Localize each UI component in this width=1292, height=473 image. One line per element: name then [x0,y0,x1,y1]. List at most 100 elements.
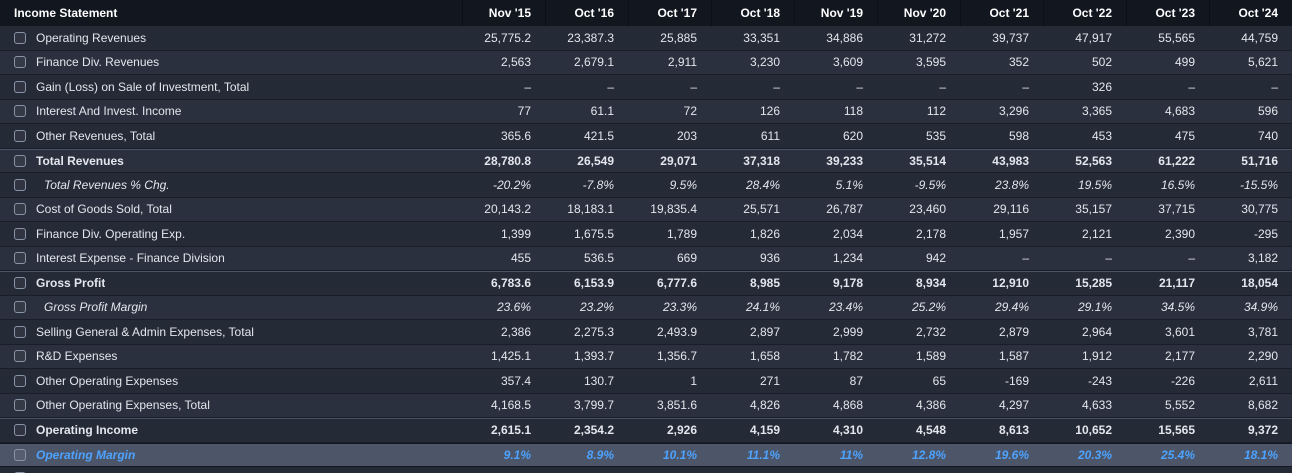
column-header[interactable]: Oct '24 [1209,0,1292,26]
value-cell: 4,633 [1081,398,1112,413]
value-cell: 2,999 [832,324,863,339]
row-checkbox[interactable] [14,424,26,437]
column-header[interactable]: Oct '23 [1126,0,1209,26]
value-cell: -295 [1253,226,1278,241]
value-cell: 1 [690,373,697,388]
row-label: Total Revenues % Chg. [44,177,170,192]
table-row[interactable]: Interest Expense - Finance Division 455 53… [0,246,1292,271]
row-checkbox[interactable] [14,301,26,314]
table-row[interactable]: Selling General & Admin Expenses, Total 2… [0,320,1292,345]
value-cell: 51,716 [1241,153,1278,168]
value-cell: 4,386 [915,398,946,413]
table-row[interactable]: Gross Profit Margin 23.6% 23.2% 23.3% 24.1% 2… [0,295,1292,320]
column-header[interactable]: Oct '18 [711,0,794,26]
value-cell: 2,177 [1164,349,1195,364]
column-header[interactable]: Nov '20 [877,0,960,26]
row-checkbox[interactable] [14,350,26,363]
row-checkbox[interactable] [14,154,26,167]
table-row[interactable]: R&D Expenses 1,425.1 1,393.7 1,356.7 1,658 1,… [0,344,1292,369]
row-checkbox[interactable] [14,374,26,387]
value-cell: -226 [1170,373,1195,388]
value-cell: 4,826 [749,398,780,413]
row-checkbox[interactable] [14,80,26,93]
table-row[interactable]: Finance Div. Revenues 2,563 2,679.1 2,911 3,… [0,50,1292,75]
value-cell: 3,365 [1081,104,1112,119]
value-cell: 1,789 [666,226,697,241]
row-checkbox[interactable] [14,325,26,338]
value-cell: 535 [925,128,946,143]
row-label: Finance Div. Revenues [36,55,160,70]
value-cell: 37,318 [743,153,780,168]
value-cell: 3,182 [1247,251,1278,266]
row-checkbox[interactable] [14,178,26,191]
column-header[interactable]: Nov '19 [794,0,877,26]
table-row[interactable]: Operating Revenues 25,775.2 23,387.3 25,885… [0,26,1292,51]
row-label: Operating Margin [36,447,136,462]
row-checkbox[interactable] [14,129,26,142]
table-row[interactable]: Other Operating Expenses, Total 4,168.5 3,… [0,393,1292,418]
value-cell: 2,275.3 [573,324,614,339]
value-cell: 2,611 [1248,373,1278,388]
row-checkbox[interactable] [14,31,26,44]
value-cell: 2,493.9 [656,324,697,339]
column-header[interactable]: Oct '22 [1043,0,1126,26]
value-cell: 2,926 [666,423,697,438]
value-cell: 1,234 [832,251,863,266]
value-cell: 39,233 [826,153,863,168]
column-header[interactable]: Oct '17 [628,0,711,26]
table-row[interactable]: Other Revenues, Total 365.6 421.5 203 611 620… [0,124,1292,149]
value-cell: 18,183.1 [567,202,614,217]
table-row[interactable]: Total Revenues 28,780.8 26,549 29,071 37,318… [0,148,1292,173]
column-header[interactable]: Nov '15 [462,0,545,26]
value-cell: 502 [1091,55,1112,70]
value-cell: 3,781 [1247,324,1278,339]
table-row[interactable]: Operating Margin 9.1% 8.9% 10.1% 11.1% 11% 12.… [0,442,1292,467]
value-cell: 2,034 [832,226,863,241]
value-cell: 43,983 [992,153,1029,168]
value-cell: 1,675.5 [573,226,614,241]
row-label: Selling General & Admin Expenses, Total [36,324,254,339]
value-cell: 475 [1174,128,1195,143]
value-cell: 19.5% [1077,177,1112,192]
row-checkbox[interactable] [14,227,26,240]
table-row[interactable]: Gross Profit 6,783.6 6,153.9 6,777.6 8,985 9,… [0,271,1292,296]
value-cell: 37,715 [1158,202,1195,217]
value-cell: -7.8% [582,177,614,192]
table-row[interactable]: Operating Income 2,615.1 2,354.2 2,926 4,159… [0,418,1292,443]
table-row[interactable]: Cost of Goods Sold, Total 20,143.2 18,183.… [0,197,1292,222]
table-row-partial[interactable] [0,467,1292,473]
row-checkbox[interactable] [14,252,26,265]
value-cell: 4,297 [998,398,1029,413]
value-cell: 47,917 [1075,30,1112,45]
table-row[interactable]: Finance Div. Operating Exp. 1,399 1,675.5 1… [0,222,1292,247]
table-body: Operating Revenues 25,775.2 23,387.3 25,885… [0,26,1292,467]
value-cell: 112 [926,104,946,119]
column-header[interactable]: Oct '16 [545,0,628,26]
value-cell: 8,682 [1247,398,1278,413]
row-checkbox[interactable] [14,56,26,69]
value-cell: -20.2% [492,177,531,192]
table-row[interactable]: Other Operating Expenses 357.4 130.7 1 271 87… [0,369,1292,394]
row-checkbox[interactable] [14,203,26,216]
table-row[interactable]: Total Revenues % Chg. -20.2% -7.8% 9.5% 28.4… [0,173,1292,198]
row-checkbox[interactable] [14,105,26,118]
row-label: Other Operating Expenses [36,373,179,388]
value-cell: 34,886 [826,30,863,45]
value-cell: 421.5 [583,128,614,143]
value-cell: 8,613 [998,423,1029,438]
table-row[interactable]: Interest And Invest. Income 77 61.1 72 126 11… [0,99,1292,124]
value-cell: 39,737 [992,30,1029,45]
value-cell: 596 [1257,104,1278,119]
value-cell: 19,835.4 [650,202,697,217]
table-row[interactable]: Gain (Loss) on Sale of Investment, Total… [0,75,1292,100]
row-label: Interest Expense - Finance Division [36,251,225,266]
value-cell: 203 [676,128,697,143]
value-cell: 3,230 [749,55,780,70]
row-checkbox[interactable] [14,448,26,461]
column-header[interactable]: Oct '21 [960,0,1043,26]
value-cell: 9,372 [1247,423,1278,438]
value-cell: 28.4% [745,177,780,192]
row-checkbox[interactable] [14,277,26,290]
value-cell: 3,296 [998,104,1029,119]
row-checkbox[interactable] [14,399,26,412]
